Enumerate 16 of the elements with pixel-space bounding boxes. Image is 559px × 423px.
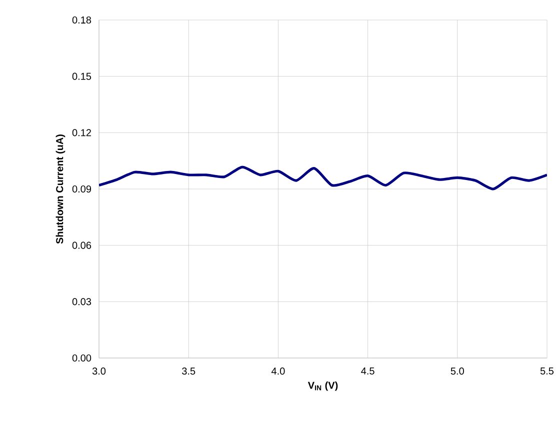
line-series: [99, 166, 548, 190]
y-tick-label: 0.09: [72, 185, 91, 193]
x-tick-label: 5.5: [540, 368, 554, 375]
y-tick-label: 0.18: [72, 16, 92, 24]
x-tick-label: 3.0: [92, 368, 106, 375]
y-tick-label: 0.12: [72, 129, 91, 136]
y-tick-label: 0.03: [72, 298, 92, 306]
x-tick-label: 5.0: [450, 368, 464, 375]
y-tick-label: 0.15: [72, 72, 92, 80]
y-tick-label: 0.00: [72, 354, 92, 362]
y-axis-title: Shutdown Current (uA): [56, 134, 66, 244]
x-tick-label: 3.5: [182, 368, 196, 375]
x-tick-label: 4.0: [271, 368, 285, 375]
x-axis-title: V$_{IN}$ (V): [308, 381, 338, 391]
y-tick-label: 0.06: [72, 242, 92, 249]
x-tick-label: 4.5: [361, 368, 374, 375]
